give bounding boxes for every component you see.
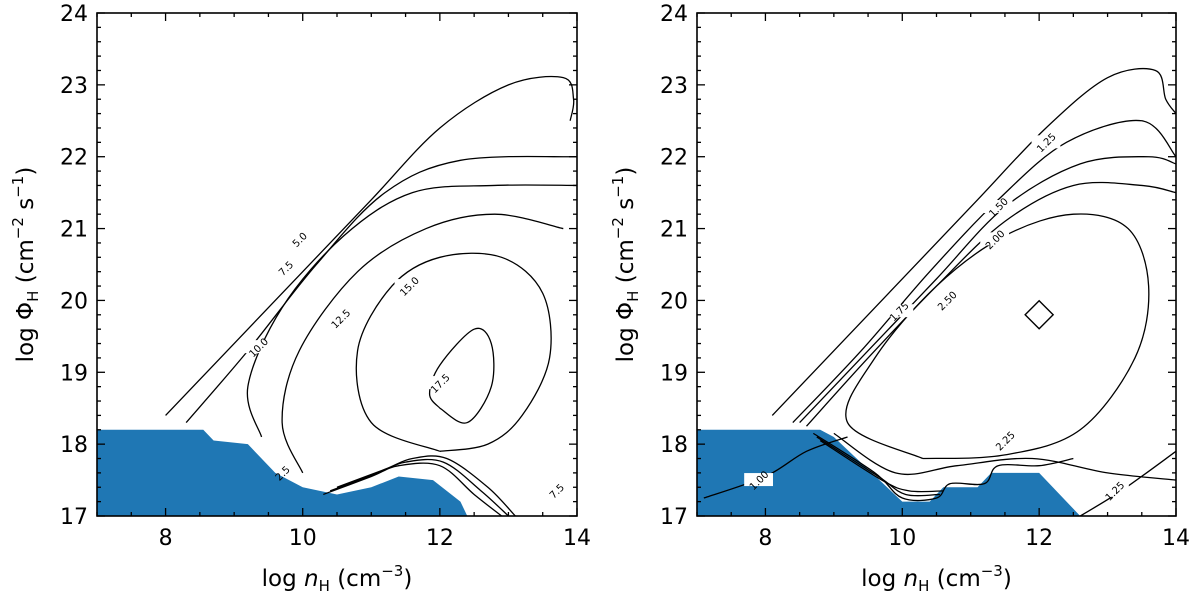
y-tick-label: 19 — [60, 361, 88, 386]
contour-line — [833, 432, 1176, 481]
y-axis-label: log ΦH (cm−2 s−1) — [9, 167, 42, 363]
contour-line — [185, 155, 577, 424]
contour-line — [165, 75, 575, 416]
contour-line — [428, 327, 495, 424]
contour-label-bg — [980, 232, 1010, 246]
diamond-marker — [1024, 299, 1055, 330]
contour-line — [845, 213, 1150, 460]
x-tick-label: 14 — [1162, 526, 1190, 551]
y-tick-label: 22 — [660, 146, 688, 171]
contour-label-bg — [274, 261, 297, 275]
contour-label: 7.5 — [548, 482, 567, 501]
contour-line — [806, 181, 1176, 427]
contour-line — [799, 156, 1176, 424]
contour-line — [323, 462, 502, 516]
contour-label-bg — [990, 433, 1020, 447]
contour-label-bg — [287, 232, 311, 246]
y-tick-label: 24 — [660, 2, 688, 27]
contour-label-bg — [884, 304, 914, 318]
y-tick-label: 18 — [660, 433, 688, 458]
contour-line — [329, 458, 509, 516]
contour-line — [355, 252, 552, 452]
y-tick-label: 23 — [60, 74, 88, 99]
contour-line — [336, 455, 516, 516]
contour-label-bg — [243, 340, 273, 354]
y-axis-label: log ΦH (cm−2 s−1) — [609, 167, 642, 363]
y-tick-label: 21 — [660, 218, 688, 243]
y-tick-label: 18 — [60, 433, 88, 458]
contour-label-bg — [1100, 483, 1129, 497]
y-tick-label: 19 — [660, 361, 688, 386]
contour-line — [816, 436, 940, 497]
contour-label-bg — [394, 279, 424, 293]
x-tick-label: 10 — [888, 526, 916, 551]
y-tick-label: 17 — [660, 505, 688, 530]
excluded-region-fill — [697, 429, 1081, 516]
contour-label-bg — [326, 311, 355, 325]
contour-line — [281, 213, 564, 474]
excluded-region-fill — [97, 429, 468, 516]
x-axis-label: log nH (cm−3) — [262, 562, 413, 595]
x-tick-label: 8 — [159, 526, 173, 551]
plot-area: 5.07.510.012.515.017.57.52.5 — [97, 75, 577, 516]
y-tick-label: 17 — [60, 505, 88, 530]
y-tick-label: 23 — [660, 74, 688, 99]
contour-label-bg — [932, 293, 962, 307]
contour-panel-left: 5.07.510.012.515.017.57.52.5 8 10 12 14 17 18 1… — [9, 2, 591, 595]
contour-panel-right: 1.251.502.001.75 2.502.251.00 1.25 8 10 12 14 1… — [609, 2, 1190, 595]
x-axis-label: log nH (cm−3) — [861, 562, 1012, 595]
y-tick-label: 20 — [60, 289, 88, 314]
x-tick-label: 14 — [563, 526, 591, 551]
x-tick-label: 8 — [758, 526, 772, 551]
plot-area: 1.251.502.001.75 2.502.251.00 1.25 — [697, 68, 1176, 516]
y-tick-label: 21 — [60, 218, 88, 243]
contour-line — [819, 440, 944, 493]
y-tick-label: 22 — [60, 146, 88, 171]
contour-line — [771, 68, 1176, 416]
y-tick-label: 24 — [60, 2, 88, 27]
y-tick-label: 20 — [660, 289, 688, 314]
x-tick-label: 10 — [289, 526, 317, 551]
contour-label-bg — [1031, 135, 1061, 149]
contour-label-bg — [425, 376, 455, 390]
contour-label-bg — [744, 473, 773, 487]
x-tick-label: 12 — [426, 526, 454, 551]
contour-line — [1079, 450, 1176, 516]
contour-label-bg — [983, 200, 1013, 214]
x-tick-label: 12 — [1025, 526, 1053, 551]
contour-line — [246, 184, 577, 438]
